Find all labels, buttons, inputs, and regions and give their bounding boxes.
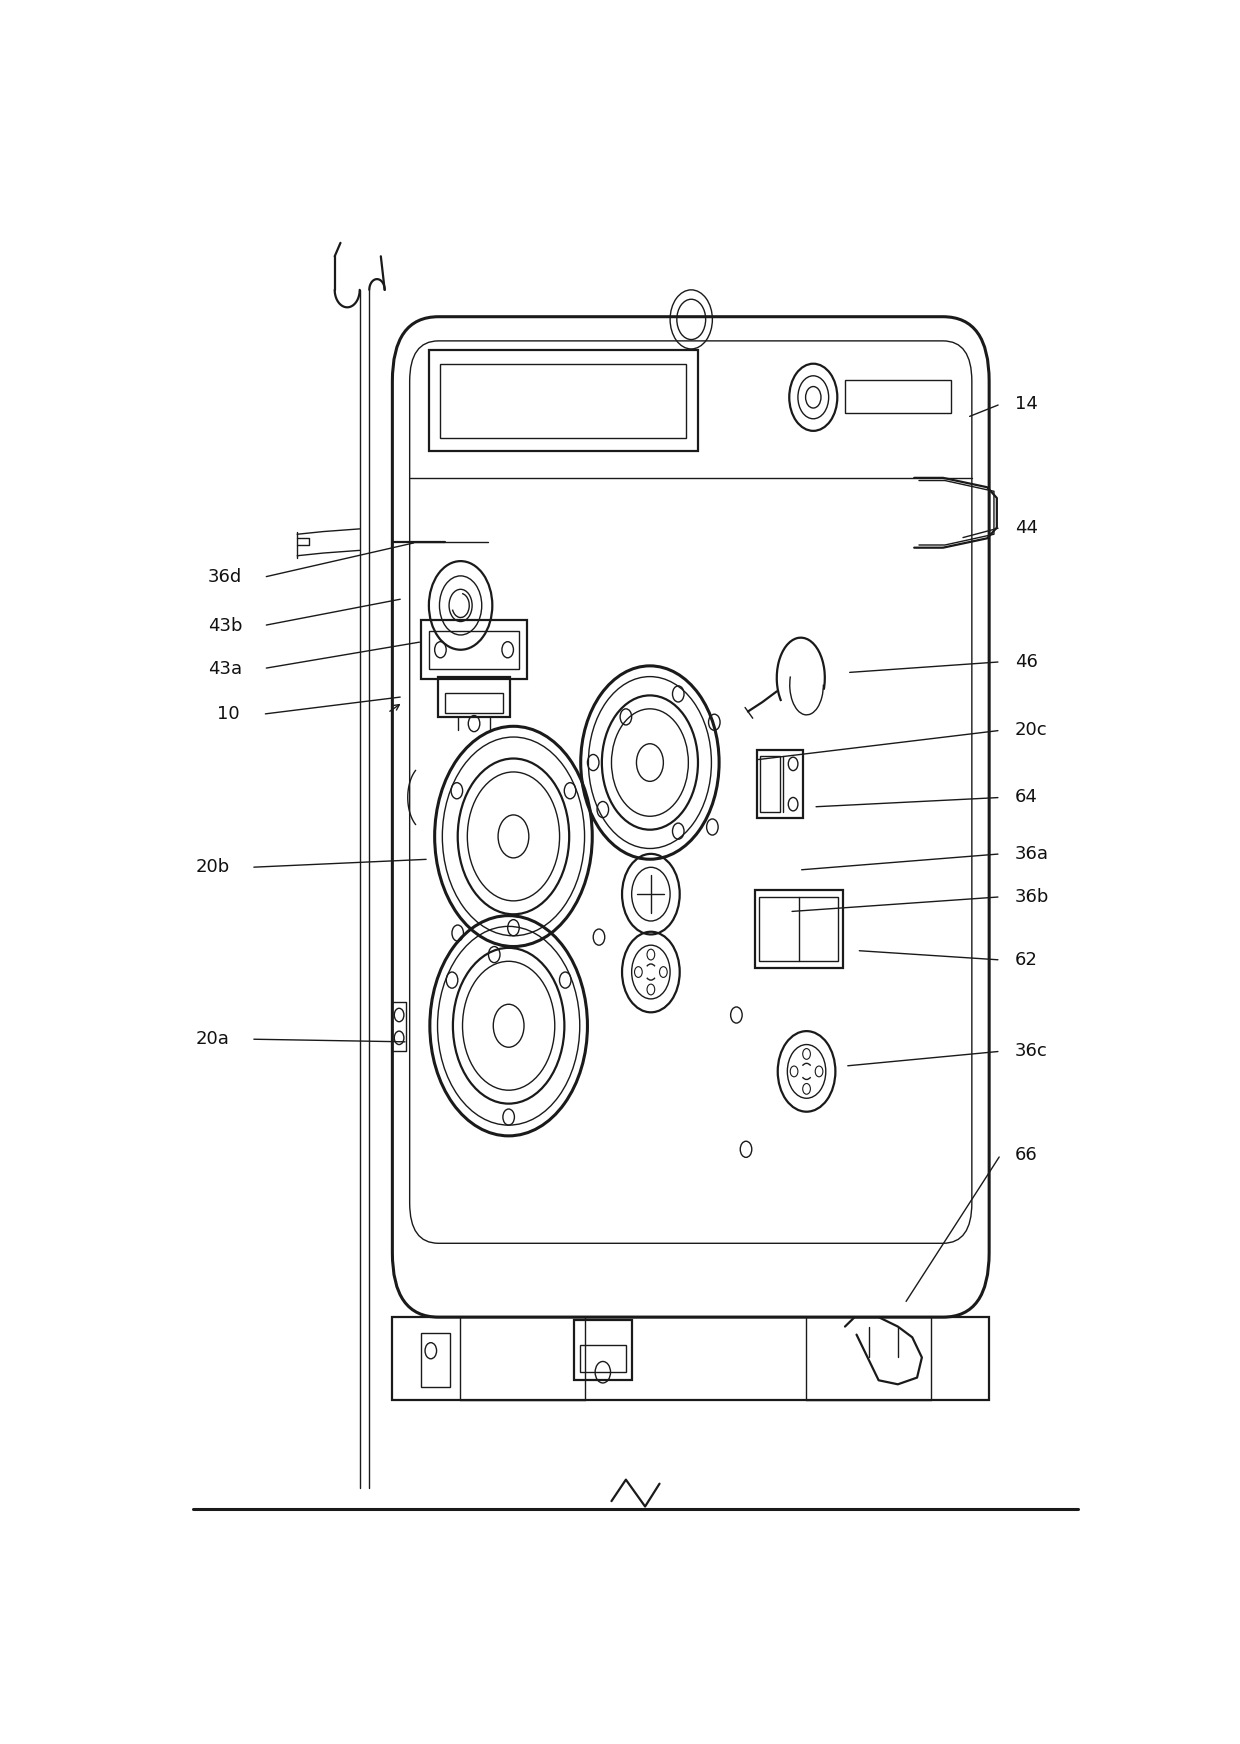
Bar bbox=[580, 1345, 626, 1373]
Text: 43a: 43a bbox=[208, 659, 242, 678]
Bar bbox=[756, 750, 802, 818]
Text: 20b: 20b bbox=[196, 858, 229, 875]
Bar bbox=[760, 755, 780, 813]
Text: 44: 44 bbox=[1016, 518, 1038, 537]
Bar bbox=[844, 380, 951, 413]
Bar bbox=[759, 896, 838, 961]
Bar bbox=[439, 677, 510, 717]
Bar bbox=[392, 1317, 990, 1400]
Bar bbox=[429, 631, 520, 668]
Text: 20a: 20a bbox=[196, 1031, 229, 1048]
Bar bbox=[422, 1332, 450, 1386]
Text: 46: 46 bbox=[1016, 652, 1038, 671]
Text: 14: 14 bbox=[1016, 394, 1038, 413]
Text: 64: 64 bbox=[1016, 788, 1038, 806]
Bar bbox=[440, 364, 687, 438]
Text: 20c: 20c bbox=[1016, 722, 1048, 739]
Text: 36c: 36c bbox=[1016, 1043, 1048, 1060]
Bar bbox=[422, 621, 527, 678]
Bar bbox=[445, 692, 503, 713]
Bar bbox=[574, 1320, 631, 1380]
Text: 36d: 36d bbox=[208, 569, 242, 586]
Text: 43b: 43b bbox=[208, 617, 242, 635]
Bar bbox=[429, 351, 698, 452]
Bar bbox=[755, 889, 843, 968]
Text: 36a: 36a bbox=[1016, 844, 1049, 863]
Text: 10: 10 bbox=[217, 705, 241, 724]
Text: 66: 66 bbox=[1016, 1146, 1038, 1163]
Text: 62: 62 bbox=[1016, 950, 1038, 970]
Text: 36b: 36b bbox=[1016, 888, 1049, 905]
